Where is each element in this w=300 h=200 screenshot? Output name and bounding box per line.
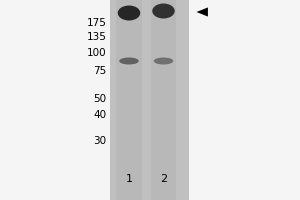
Text: 40: 40 [93,110,106,120]
Text: 2: 2 [160,174,167,184]
Bar [151,0,176,200]
Text: 1: 1 [125,174,133,184]
Text: 75: 75 [93,66,106,76]
Polygon shape [196,7,208,17]
Text: 30: 30 [93,136,106,146]
Bar [110,0,189,200]
Bar [116,0,142,200]
Ellipse shape [152,3,175,19]
Ellipse shape [118,5,140,21]
Text: 100: 100 [87,48,106,58]
Text: 50: 50 [93,94,106,104]
Ellipse shape [119,58,139,64]
Text: 135: 135 [87,32,106,42]
Ellipse shape [154,58,173,64]
Text: 175: 175 [87,18,106,28]
